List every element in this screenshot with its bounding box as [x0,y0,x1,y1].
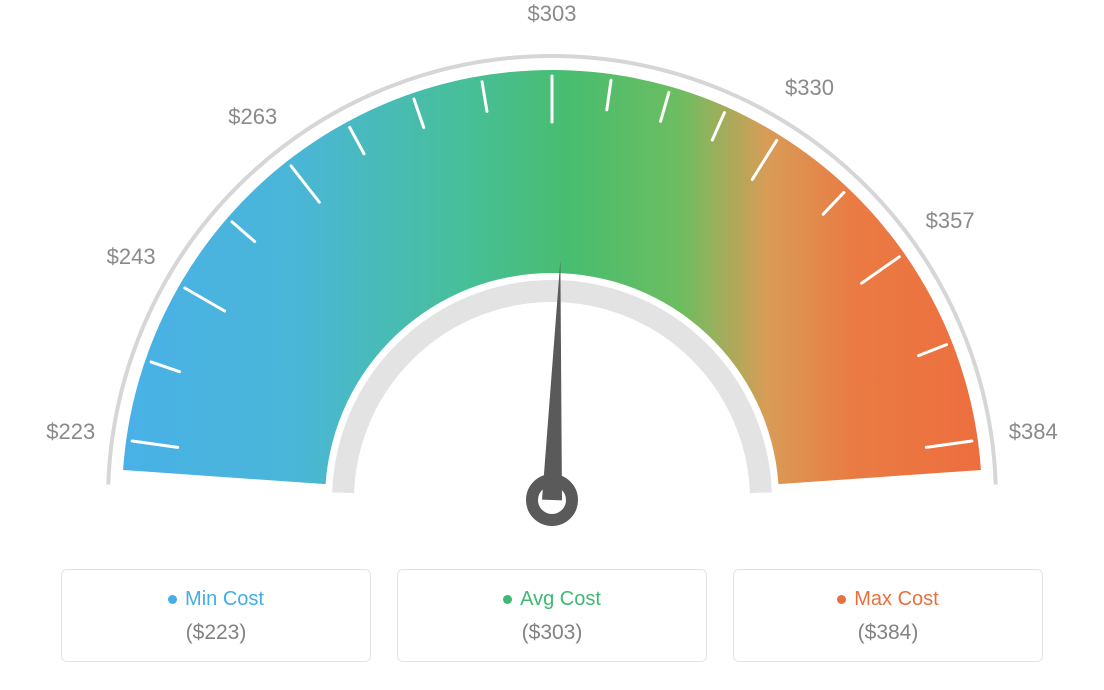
gauge-tick-label: $223 [46,419,95,445]
legend-value-min: ($223) [186,621,247,645]
legend-label-min: Min Cost [185,588,264,611]
legend-value-avg: ($303) [522,621,583,645]
cost-gauge-chart: $223 $243 $263 $303 $330 $357 $384 Min Cost ($… [0,0,1104,690]
legend-title-min: Min Cost [168,588,264,611]
gauge-tick-label: $303 [528,1,577,27]
legend-row: Min Cost ($223) Avg Cost ($303) Max Cost… [0,569,1104,662]
gauge-tick-label: $384 [1009,419,1058,445]
legend-title-max: Max Cost [837,588,938,611]
gauge-tick-label: $330 [785,75,834,101]
legend-label-max: Max Cost [854,588,938,611]
gauge-area: $223 $243 $263 $303 $330 $357 $384 [0,0,1104,540]
gauge-svg [0,0,1104,560]
legend-card-max: Max Cost ($384) [733,569,1043,662]
dot-icon-avg [503,595,512,604]
legend-value-max: ($384) [858,621,919,645]
legend-label-avg: Avg Cost [520,588,601,611]
legend-title-avg: Avg Cost [503,588,601,611]
gauge-tick-label: $263 [228,104,277,130]
legend-card-avg: Avg Cost ($303) [397,569,707,662]
gauge-tick-label: $357 [926,208,975,234]
legend-card-min: Min Cost ($223) [61,569,371,662]
gauge-tick-label: $243 [107,244,156,270]
dot-icon-max [837,595,846,604]
dot-icon-min [168,595,177,604]
